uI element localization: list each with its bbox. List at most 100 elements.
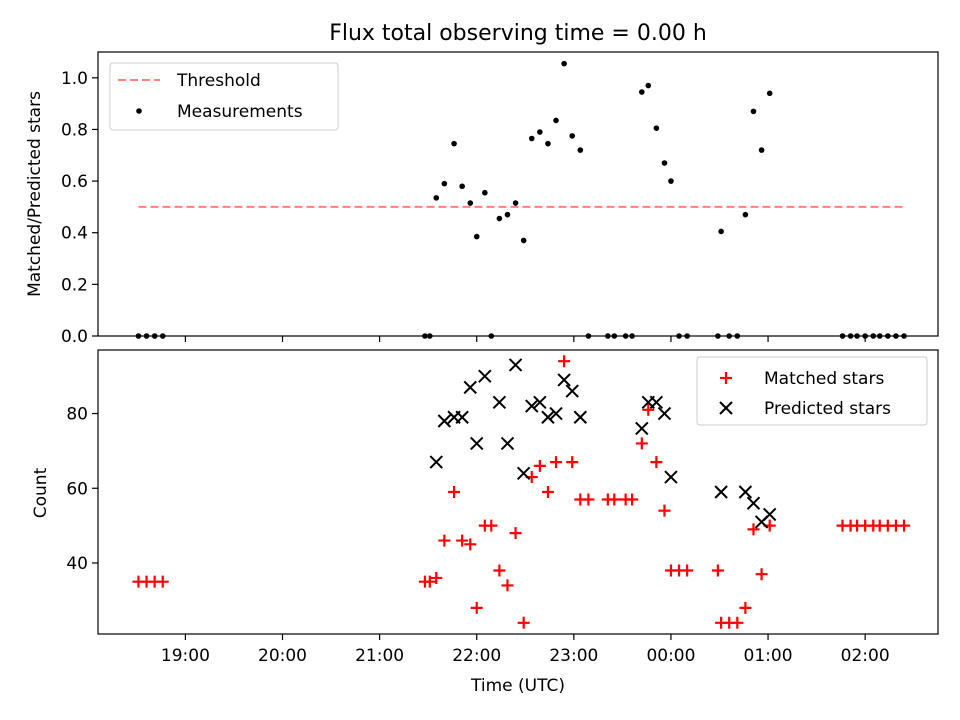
bottom-marks: [132, 355, 911, 629]
top-marks: [135, 60, 907, 339]
top-ylabel: Matched/Predicted stars: [25, 91, 45, 297]
predicted-star-point: [664, 470, 678, 484]
matched-star-point: [747, 523, 760, 536]
top-ytick-label: 0.2: [61, 275, 88, 295]
matched-star-point: [558, 355, 571, 368]
measurement-point: [451, 140, 457, 147]
matched-star-point: [635, 437, 648, 450]
measurement-point: [653, 125, 660, 131]
legend-predicted-label: Predicted stars: [764, 399, 891, 419]
measurement-point: [766, 90, 773, 97]
predicted-star-point: [649, 395, 664, 410]
measurement-point: [758, 147, 765, 153]
measurement-point: [577, 147, 584, 153]
matched-star-point: [658, 504, 671, 517]
top-axes-frame: [97, 51, 939, 337]
matched-star-point: [681, 564, 694, 577]
bottom-legend: Matched stars Predicted stars: [696, 356, 928, 426]
matched-star-point: [650, 456, 663, 469]
top-ytick-label: 0.0: [61, 327, 88, 347]
top-ytick-label: 1.0: [61, 69, 88, 89]
matched-star-point: [509, 527, 522, 540]
measurement-point: [537, 129, 543, 135]
x-axis-label: Time (UTC): [470, 676, 565, 696]
predicted-star-point: [762, 507, 777, 522]
legend-predicted-swatch: [719, 401, 733, 415]
matched-star-point: [448, 486, 461, 498]
measurement-point: [561, 60, 567, 67]
predicted-star-point: [429, 455, 443, 469]
xtick-label: 22:00: [452, 646, 501, 666]
measurement-point: [742, 211, 749, 218]
matched-star-point: [517, 616, 530, 629]
predicted-star-point: [541, 410, 555, 424]
predicted-star-point: [492, 395, 507, 410]
matched-star-point: [485, 519, 498, 532]
chart-title: Flux total observing time = 0.00 h: [329, 21, 707, 46]
matched-star-point: [430, 571, 443, 584]
matched-star-point: [470, 601, 483, 614]
predicted-star-point: [557, 373, 571, 387]
legend-matched-label: Matched stars: [764, 369, 884, 389]
predicted-star-point: [463, 380, 477, 395]
measurement-point: [718, 228, 724, 235]
matched-star-point: [533, 459, 546, 472]
top-panel: 0.0 0.2 0.4 0.6 0.8 1.0 Matched/Predicted sta…: [25, 51, 939, 347]
matched-star-point: [755, 568, 768, 581]
measurement-point: [645, 82, 652, 89]
predicted-star-point: [573, 410, 588, 424]
bottom-ytick-label: 80: [66, 405, 88, 425]
predicted-star-point: [714, 485, 728, 499]
measurement-point: [433, 195, 440, 201]
bottom-axes-frame: [97, 349, 939, 635]
measurement-point: [441, 180, 448, 187]
bottom-ylabel: Count: [31, 467, 51, 518]
measurement-point: [553, 117, 559, 124]
bottom-panel: 40 60 80 19:00 20:00 21:00 22:00 23:00 00:00 01:…: [31, 349, 939, 696]
predicted-star-point: [437, 414, 452, 428]
matched-star-point: [438, 534, 451, 547]
measurement-point: [668, 178, 674, 184]
predicted-star-point: [525, 399, 539, 413]
measurement-point: [569, 133, 576, 139]
bottom-ytick-label: 60: [66, 479, 88, 499]
matched-star-point: [423, 575, 436, 588]
bottom-legend-box: [696, 356, 928, 426]
matched-star-point: [566, 456, 579, 469]
matched-star-point: [608, 493, 621, 506]
matched-star-point: [541, 486, 554, 498]
predicted-star-point: [657, 406, 672, 421]
top-ytick-label: 0.8: [61, 120, 88, 140]
matched-star-point: [582, 493, 595, 506]
measurement-point: [661, 160, 668, 166]
xtick-label: 02:00: [841, 646, 890, 666]
bottom-ytick-label: 40: [66, 554, 88, 574]
matched-star-point: [711, 564, 724, 577]
bottom-xticks: 19:00 20:00 21:00 22:00 23:00 00:00 01:00 02:00: [161, 634, 890, 666]
measurement-point: [467, 200, 474, 206]
matched-star-point: [731, 616, 744, 629]
predicted-star-point: [565, 384, 579, 398]
matched-star-point: [626, 493, 639, 506]
predicted-star-point: [533, 395, 547, 410]
legend-matched-swatch: [720, 372, 732, 384]
matched-star-point: [464, 538, 477, 551]
measurement-point: [545, 140, 551, 147]
matched-star-point: [898, 519, 911, 532]
measurement-point: [504, 211, 511, 218]
top-ytick-label: 0.4: [61, 224, 88, 244]
predicted-star-point: [500, 436, 515, 451]
top-ytick-label: 0.6: [61, 172, 88, 192]
matched-star-point: [550, 456, 563, 469]
xtick-label: 20:00: [258, 646, 307, 666]
predicted-star-point: [738, 485, 753, 499]
predicted-star-point: [470, 436, 484, 451]
predicted-star-point: [549, 406, 563, 421]
predicted-star-point: [508, 358, 523, 372]
matched-star-point: [156, 575, 169, 588]
legend-measurements-swatch: [136, 108, 142, 114]
matched-star-point: [493, 564, 506, 577]
xtick-label: 21:00: [355, 646, 404, 666]
predicted-star-point: [455, 410, 469, 424]
